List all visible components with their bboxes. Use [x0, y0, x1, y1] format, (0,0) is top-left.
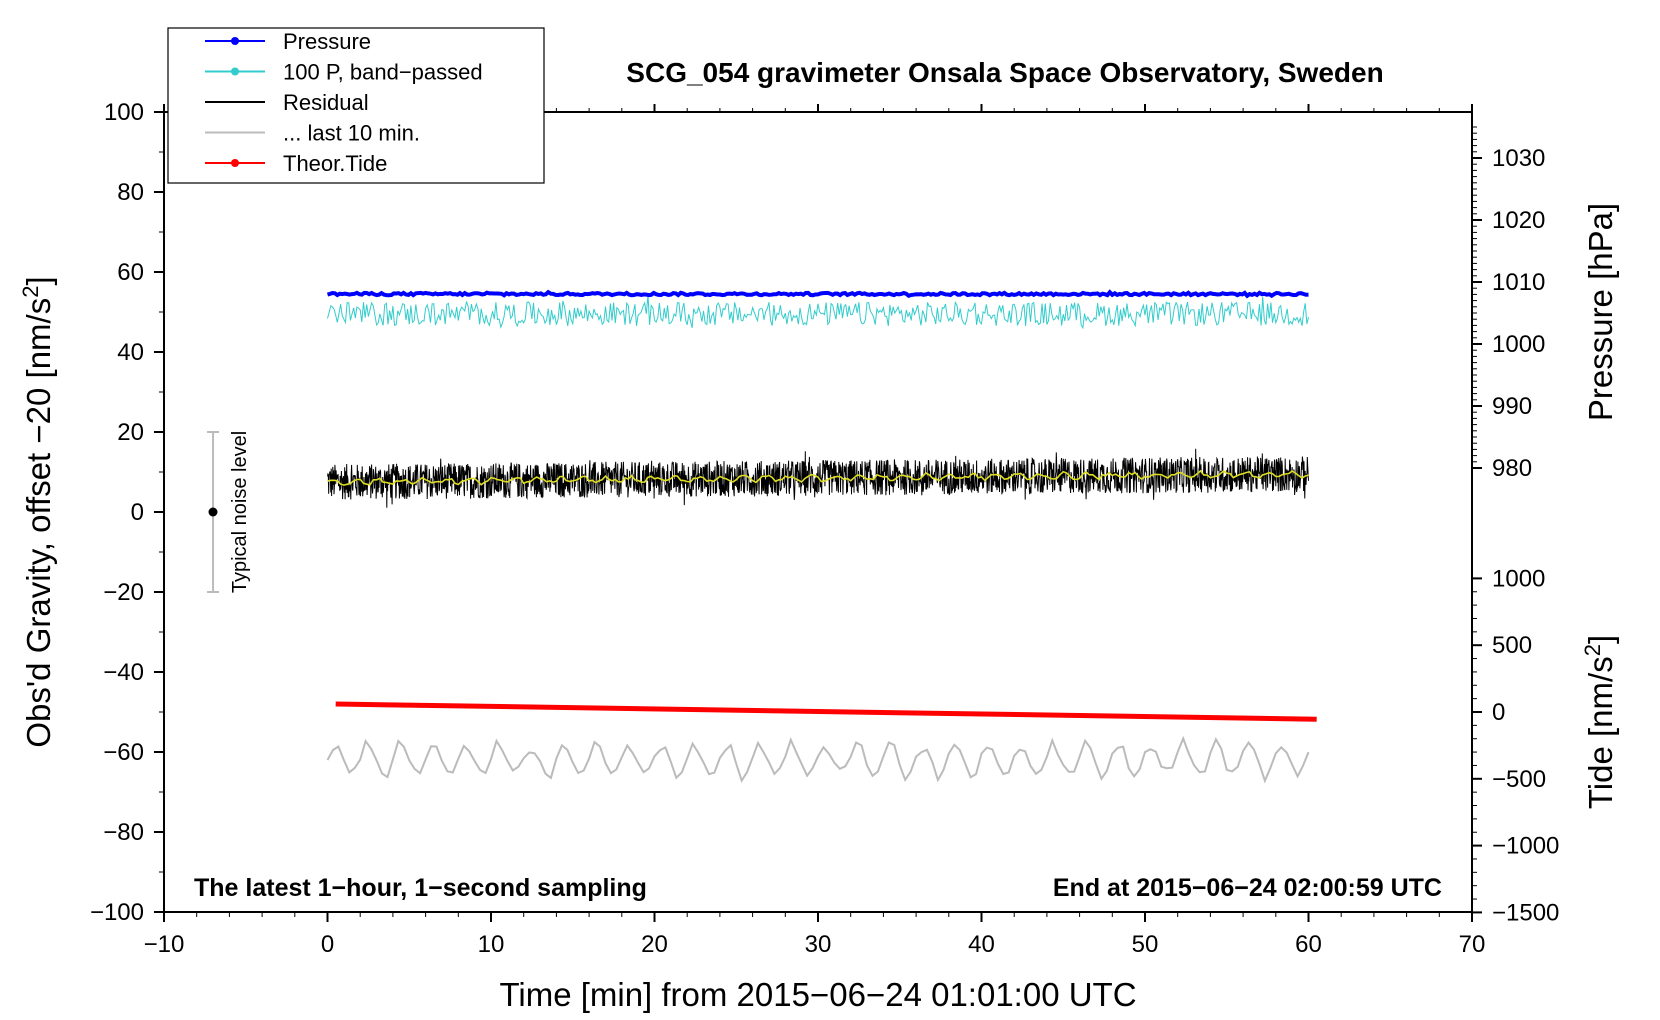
pressure-tick-label: 1010 — [1492, 269, 1545, 296]
legend-label: 100 P, band−passed — [283, 60, 483, 85]
legend-item: Pressure — [205, 29, 371, 54]
legend-item: ... last 10 min. — [205, 121, 420, 146]
x-tick-label: 10 — [478, 931, 505, 958]
noise-center-dot — [208, 507, 218, 517]
y-axis-tide-title-sup: 2 — [1580, 644, 1605, 656]
series-last-10-min — [326, 735, 1310, 784]
x-tick-label: −10 — [144, 931, 185, 958]
axis-ticks: −10 0 10 20 30 40 50 60 70100806040200−20−40−60−… — [90, 99, 1559, 958]
y-tick-label: 80 — [117, 179, 144, 206]
legend-label: ... last 10 min. — [283, 121, 420, 146]
y-tick-label: 0 — [131, 499, 144, 526]
y-axis-left-title-sup: 2 — [18, 286, 43, 298]
series-theor-tide — [335, 701, 1317, 722]
y-axis-left-title-end: ] — [20, 276, 57, 285]
series-residual — [327, 448, 1309, 508]
pressure-tick-label: 1000 — [1492, 331, 1545, 358]
series-pressure — [326, 289, 1309, 299]
legend-label: Pressure — [283, 29, 371, 54]
legend: Pressure 100 P, band−passed Residual ... la… — [167, 27, 545, 184]
legend-item: 100 P, band−passed — [205, 60, 483, 85]
typical-noise-marker: Typical noise level — [207, 431, 251, 593]
y-axis-tide-title-end: ] — [1582, 635, 1619, 644]
tide-tick-label: 0 — [1492, 699, 1505, 726]
noise-label: Typical noise level — [229, 431, 251, 593]
pressure-tick-label: 980 — [1492, 455, 1532, 482]
y-axis-tide-title: Tide [nm/s2] — [1580, 635, 1619, 809]
x-tick-label: 70 — [1459, 931, 1486, 958]
y-tick-label: −40 — [103, 659, 144, 686]
legend-marker — [231, 159, 239, 167]
legend-marker — [231, 37, 239, 45]
y-tick-label: −20 — [103, 579, 144, 606]
tide-tick-label: −1500 — [1492, 899, 1559, 926]
y-tick-label: −100 — [90, 899, 144, 926]
tide-tick-label: 1000 — [1492, 565, 1545, 592]
y-axis-left-title-main: Obs'd Gravity, offset −20 [nm/s — [20, 298, 57, 748]
pressure-tick-label: 990 — [1492, 393, 1532, 420]
legend-box — [167, 27, 545, 184]
x-tick-label: 60 — [1295, 931, 1322, 958]
series-band-passed-pressure — [327, 294, 1309, 330]
legend-item: Theor.Tide — [205, 151, 387, 176]
tide-tick-label: −1000 — [1492, 833, 1559, 860]
legend-marker — [231, 67, 239, 76]
y-axis-tide-title-main: Tide [nm/s — [1582, 656, 1619, 809]
y-tick-label: 40 — [117, 339, 144, 366]
y-tick-label: −60 — [103, 739, 144, 766]
series-residual-smoothed — [327, 469, 1309, 486]
tide-tick-label: −500 — [1492, 766, 1546, 793]
x-tick-label: 50 — [1132, 931, 1159, 958]
y-axis-left-title: Obs'd Gravity, offset −20 [nm/s2] — [18, 276, 57, 747]
x-tick-label: 20 — [641, 931, 668, 958]
legend-label: Residual — [283, 90, 369, 115]
legend-item: Residual — [205, 90, 369, 115]
y-axis-pressure-title: Pressure [hPa] — [1582, 203, 1619, 421]
tide-tick-label: 500 — [1492, 632, 1532, 659]
annotation-sampling: The latest 1−hour, 1−second sampling — [194, 874, 647, 902]
x-tick-label: 30 — [805, 931, 832, 958]
x-axis-title: Time [min] from 2015−06−24 01:01:00 UTC — [499, 976, 1136, 1013]
x-tick-label: 40 — [968, 931, 995, 958]
y-tick-label: 100 — [104, 99, 144, 126]
x-tick-label: 0 — [321, 931, 334, 958]
chart-title: SCG_054 gravimeter Onsala Space Observat… — [626, 57, 1383, 88]
pressure-tick-label: 1030 — [1492, 145, 1545, 172]
legend-label: Theor.Tide — [283, 151, 387, 176]
y-tick-label: 20 — [117, 419, 144, 446]
annotation-end-time: End at 2015−06−24 02:00:59 UTC — [1053, 874, 1442, 902]
y-tick-label: 60 — [117, 259, 144, 286]
plot-frame — [163, 111, 1473, 913]
pressure-tick-label: 1020 — [1492, 207, 1545, 234]
y-tick-label: −80 — [103, 819, 144, 846]
data-traces — [326, 289, 1317, 784]
